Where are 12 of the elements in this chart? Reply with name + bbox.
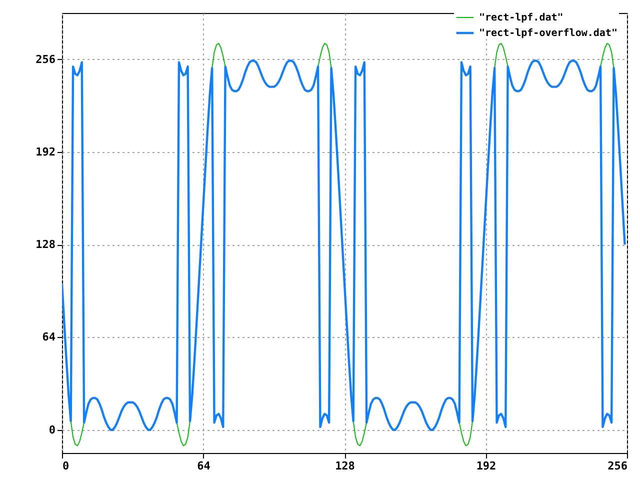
y-tick-label: 192 (36, 145, 56, 158)
y-tick-label: 128 (36, 238, 56, 252)
x-tick-label: 0 (62, 460, 70, 472)
y-tick-label: 256 (36, 52, 56, 66)
x-tick-label: 256 (608, 460, 628, 472)
x-tick-label: 64 (197, 460, 211, 472)
legend-label: "rect-lpf-overflow.dat" (479, 28, 618, 39)
y-tick-label: 0 (48, 423, 56, 436)
x-tick-label: 128 (335, 460, 355, 472)
legend-label: "rect-lpf.dat" (479, 12, 564, 24)
x-tick-label: 192 (476, 460, 496, 472)
y-tick-label: 64 (42, 330, 56, 344)
